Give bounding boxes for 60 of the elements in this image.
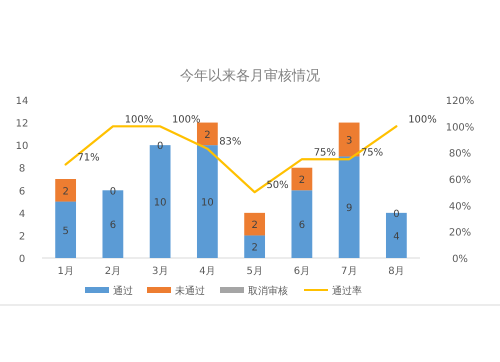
y2-tick-label: 20%	[448, 228, 472, 239]
data-label: 100%	[408, 114, 437, 126]
data-label: 4	[393, 231, 400, 242]
data-label: 75%	[314, 147, 336, 158]
x-tick-label: 6月	[294, 266, 310, 277]
y-tick-label: 0	[18, 254, 26, 265]
data-label: 2	[251, 220, 258, 232]
bar	[291, 168, 312, 190]
x-tick-label: 2月	[104, 266, 122, 277]
y-tick-label: 6	[18, 186, 26, 198]
bar	[291, 190, 312, 258]
data-label: 83%	[219, 136, 242, 148]
bar	[244, 212, 266, 236]
legend-label: 取消审核	[248, 285, 288, 297]
bar	[55, 202, 76, 258]
y-tick-label: 10	[16, 141, 28, 152]
x-tick-label: 5月	[246, 266, 263, 277]
legend-label: 未通过	[175, 285, 205, 297]
data-label: 9	[346, 203, 352, 214]
data-label: 75%	[360, 147, 384, 158]
chart-title: 今年以来各月审核情况	[180, 68, 320, 84]
data-label: 6	[110, 220, 116, 232]
data-label: 3	[346, 136, 352, 146]
bar	[196, 122, 218, 146]
y-tick-label: 8	[18, 164, 26, 175]
data-label: 71%	[77, 152, 100, 164]
data-label: 10	[154, 198, 166, 209]
data-label: 5	[62, 226, 69, 237]
data-label: 100%	[172, 114, 201, 126]
bar	[338, 122, 360, 156]
data-label: 2	[204, 130, 211, 141]
bar	[196, 145, 218, 258]
bar	[244, 235, 266, 258]
y2-tick-label: 100%	[446, 122, 474, 134]
line-series	[64, 125, 398, 194]
bar	[338, 156, 360, 258]
legend-label: 通过	[113, 285, 133, 297]
data-label: 2	[251, 242, 258, 254]
data-label: 2	[62, 186, 69, 198]
bar	[55, 179, 76, 202]
data-label: 100%	[124, 114, 154, 126]
x-tick-label: 1月	[57, 266, 74, 277]
x-tick-label: 3月	[152, 266, 168, 277]
y2-tick-label: 120%	[446, 96, 474, 107]
y-tick-label: 2	[18, 231, 26, 242]
y-tick-label: 4	[18, 208, 26, 220]
data-label: 10	[201, 198, 214, 209]
y2-tick-label: 40%	[448, 201, 472, 212]
legend-label: 通过率	[332, 285, 362, 297]
y-tick-label: 14	[16, 96, 28, 107]
x-tick-label: 4月	[199, 266, 216, 277]
data-label: 2	[298, 175, 306, 186]
y2-tick-label: 60%	[448, 175, 472, 186]
data-label: 6	[298, 220, 306, 232]
data-label: 50%	[266, 180, 289, 192]
y2-tick-label: 80%	[448, 148, 472, 160]
y-tick-label: 12	[16, 118, 28, 130]
y2-tick-label: 0%	[452, 254, 468, 265]
x-tick-label: 8月	[388, 266, 405, 277]
x-tick-label: 7月	[340, 266, 358, 277]
